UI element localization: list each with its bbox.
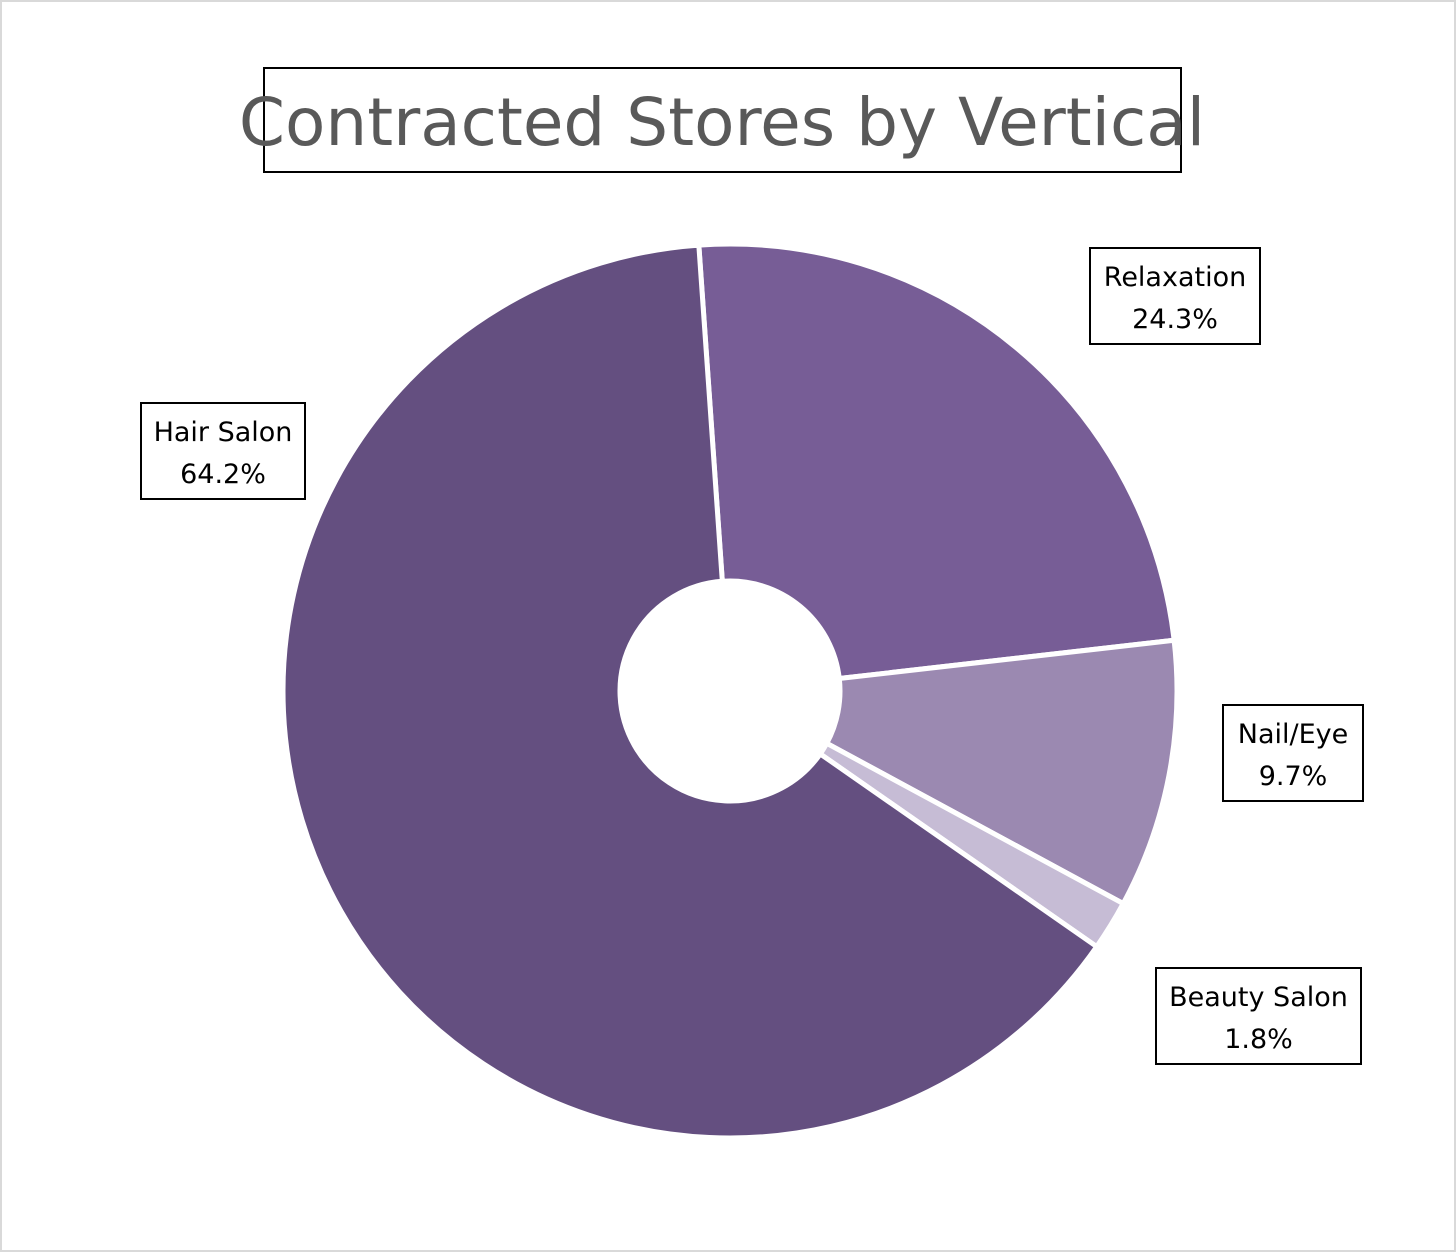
slice-nail-eye	[824, 637, 1180, 907]
data-label-relaxation: Relaxation 24.3%	[1089, 247, 1261, 345]
data-label-percent: 1.8%	[1224, 1024, 1293, 1055]
data-label-nail-eye: Nail/Eye 9.7%	[1222, 704, 1364, 802]
data-label-box	[1089, 247, 1261, 345]
data-label-category: Relaxation	[1104, 262, 1246, 293]
slice-relaxation	[696, 241, 1177, 682]
data-label-beauty-salon: Beauty Salon 1.8%	[1155, 967, 1362, 1065]
data-label-box	[1222, 704, 1364, 802]
data-label-box	[140, 402, 306, 500]
data-label-percent: 9.7%	[1259, 761, 1328, 792]
chart-title-group: Contracted Stores by Vertical	[239, 67, 1205, 173]
chart-title-box	[263, 67, 1182, 173]
slice-hair-salon	[280, 242, 1100, 1141]
data-label-group: Relaxation 24.3% Nail/Eye 9.7% Beauty Salon 1…	[140, 247, 1364, 1065]
chart-title: Contracted Stores by Vertical	[239, 84, 1205, 161]
data-label-hair-salon: Hair Salon 64.2%	[140, 402, 306, 500]
data-label-percent: 24.3%	[1132, 304, 1218, 335]
data-label-category: Nail/Eye	[1238, 719, 1349, 750]
data-label-percent: 64.2%	[180, 459, 266, 490]
data-label-category: Beauty Salon	[1169, 982, 1348, 1013]
slice-group	[280, 241, 1180, 1141]
data-label-category: Hair Salon	[154, 417, 293, 448]
data-label-box	[1155, 967, 1362, 1065]
